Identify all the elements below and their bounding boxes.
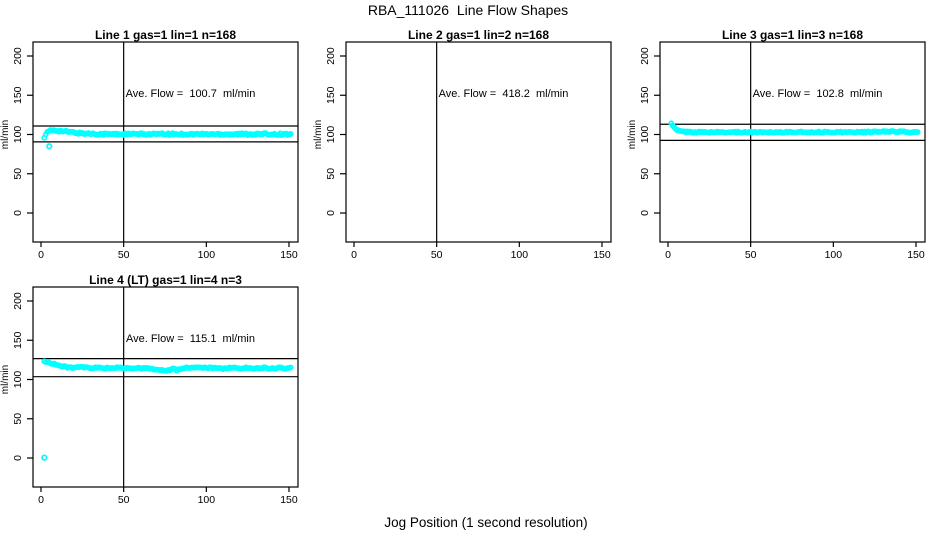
svg-text:150: 150: [639, 86, 651, 104]
svg-text:100: 100: [12, 126, 24, 144]
svg-text:50: 50: [12, 168, 24, 180]
svg-text:200: 200: [325, 47, 337, 65]
svg-text:0: 0: [38, 494, 44, 506]
svg-text:50: 50: [639, 168, 651, 180]
svg-text:150: 150: [280, 494, 298, 506]
svg-text:50: 50: [745, 249, 757, 261]
svg-text:200: 200: [639, 47, 651, 65]
plot-line-3: 0 50 100 150 0 50 100 150 200 ml/min: [627, 41, 926, 261]
svg-text:150: 150: [12, 86, 24, 104]
panel-line-1: 0 50 100 150 0 50 100 150 200 ml/min Line 1 gas=1…: [0, 28, 313, 273]
svg-text:50: 50: [118, 494, 130, 506]
y-axis-unit-label: ml/min: [0, 120, 11, 149]
y-axis-unit-label: ml/min: [313, 120, 324, 149]
svg-text:50: 50: [118, 249, 130, 261]
main-title: RBA_111026 Line Flow Shapes: [367, 2, 569, 18]
svg-text:100: 100: [12, 371, 24, 389]
svg-text:0: 0: [351, 249, 357, 261]
panel-line-4: 0 50 100 150 0 50 100 150 200 ml/min Line 4 (LT) …: [0, 273, 313, 518]
panel-title-line-3: Line 3 gas=1 lin=3 n=168: [721, 28, 864, 42]
svg-text:100: 100: [639, 126, 651, 144]
svg-text:150: 150: [12, 331, 24, 349]
svg-text:0: 0: [38, 249, 44, 261]
svg-text:50: 50: [12, 413, 24, 425]
svg-text:100: 100: [198, 494, 216, 506]
svg-text:150: 150: [907, 249, 925, 261]
svg-text:100: 100: [825, 249, 843, 261]
svg-text:100: 100: [325, 126, 337, 144]
plot-line-4: 0 50 100 150 0 50 100 150 200 ml/min: [0, 286, 299, 506]
svg-text:200: 200: [12, 292, 24, 310]
svg-text:150: 150: [593, 249, 611, 261]
svg-text:0: 0: [12, 455, 24, 461]
svg-text:100: 100: [198, 249, 216, 261]
svg-text:150: 150: [325, 86, 337, 104]
svg-text:0: 0: [665, 249, 671, 261]
svg-text:100: 100: [511, 249, 529, 261]
panel-title-line-4: Line 4 (LT) gas=1 lin=4 n=3: [89, 273, 242, 287]
panel-line-3: 0 50 100 150 0 50 100 150 200 ml/min Line 3 gas=1…: [627, 28, 936, 273]
ave-flow-label-line-2: Ave. Flow = 418.2 ml/min: [438, 88, 569, 100]
ave-flow-label-line-1: Ave. Flow = 100.7 ml/min: [125, 88, 256, 100]
panel-title-line-1: Line 1 gas=1 lin=1 n=168: [94, 28, 237, 42]
panel-title-line-2: Line 2 gas=1 lin=2 n=168: [407, 28, 550, 42]
plot-line-1: 0 50 100 150 0 50 100 150 200 ml/min: [0, 41, 299, 261]
ave-flow-label-line-4: Ave. Flow = 115.1 ml/min: [126, 333, 255, 345]
y-axis-unit-label: ml/min: [627, 120, 638, 149]
svg-text:200: 200: [12, 47, 24, 65]
svg-text:150: 150: [280, 249, 298, 261]
ave-flow-label-line-3: Ave. Flow = 102.8 ml/min: [752, 88, 883, 100]
svg-text:0: 0: [12, 210, 24, 216]
y-axis-unit-label: ml/min: [0, 365, 11, 394]
x-axis-label: Jog Position (1 second resolution): [384, 515, 588, 530]
svg-text:0: 0: [325, 210, 337, 216]
svg-text:0: 0: [639, 210, 651, 216]
svg-text:50: 50: [325, 168, 337, 180]
svg-text:50: 50: [431, 249, 443, 261]
plot-line-2: 0 50 100 150 0 50 100 150 200 ml/min: [313, 41, 612, 261]
panel-line-2: 0 50 100 150 0 50 100 150 200 ml/min Line 2 gas=1…: [313, 28, 626, 273]
